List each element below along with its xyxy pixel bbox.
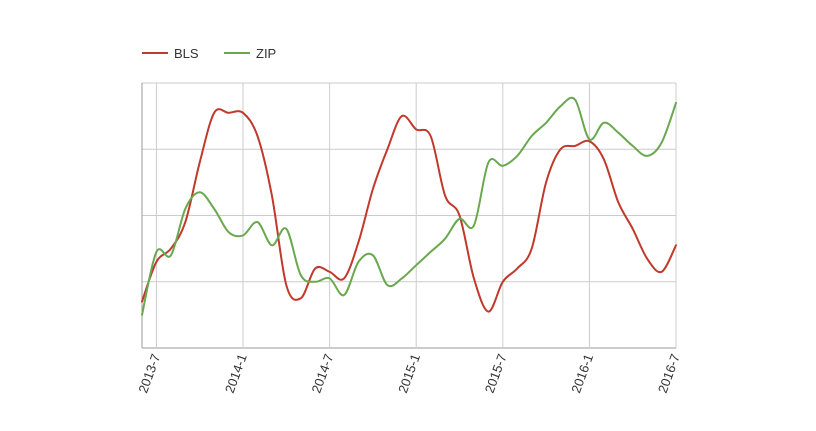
legend: BLS ZIP: [142, 46, 276, 61]
x-tick-label: 2015-7: [482, 352, 510, 395]
series-line-bls: [141, 108, 677, 313]
x-tick-label: 2013-7: [135, 352, 163, 395]
legend-label-zip: ZIP: [256, 46, 276, 61]
x-tick-label: 2014-1: [222, 352, 250, 395]
grid: [141, 82, 677, 349]
x-tick-label: 2016-1: [568, 352, 596, 395]
series-layer: [141, 96, 677, 316]
series-line-zip: [141, 96, 677, 316]
x-axis: 2013-7 2014-1 2014-7 2015-1 2015-7 2016-1 2016…: [135, 352, 683, 395]
x-tick-label: 2016-7: [655, 352, 683, 395]
x-tick-label: 2015-1: [395, 352, 423, 395]
x-tick-label: 2014-7: [308, 352, 336, 395]
legend-label-bls: BLS: [174, 46, 199, 61]
